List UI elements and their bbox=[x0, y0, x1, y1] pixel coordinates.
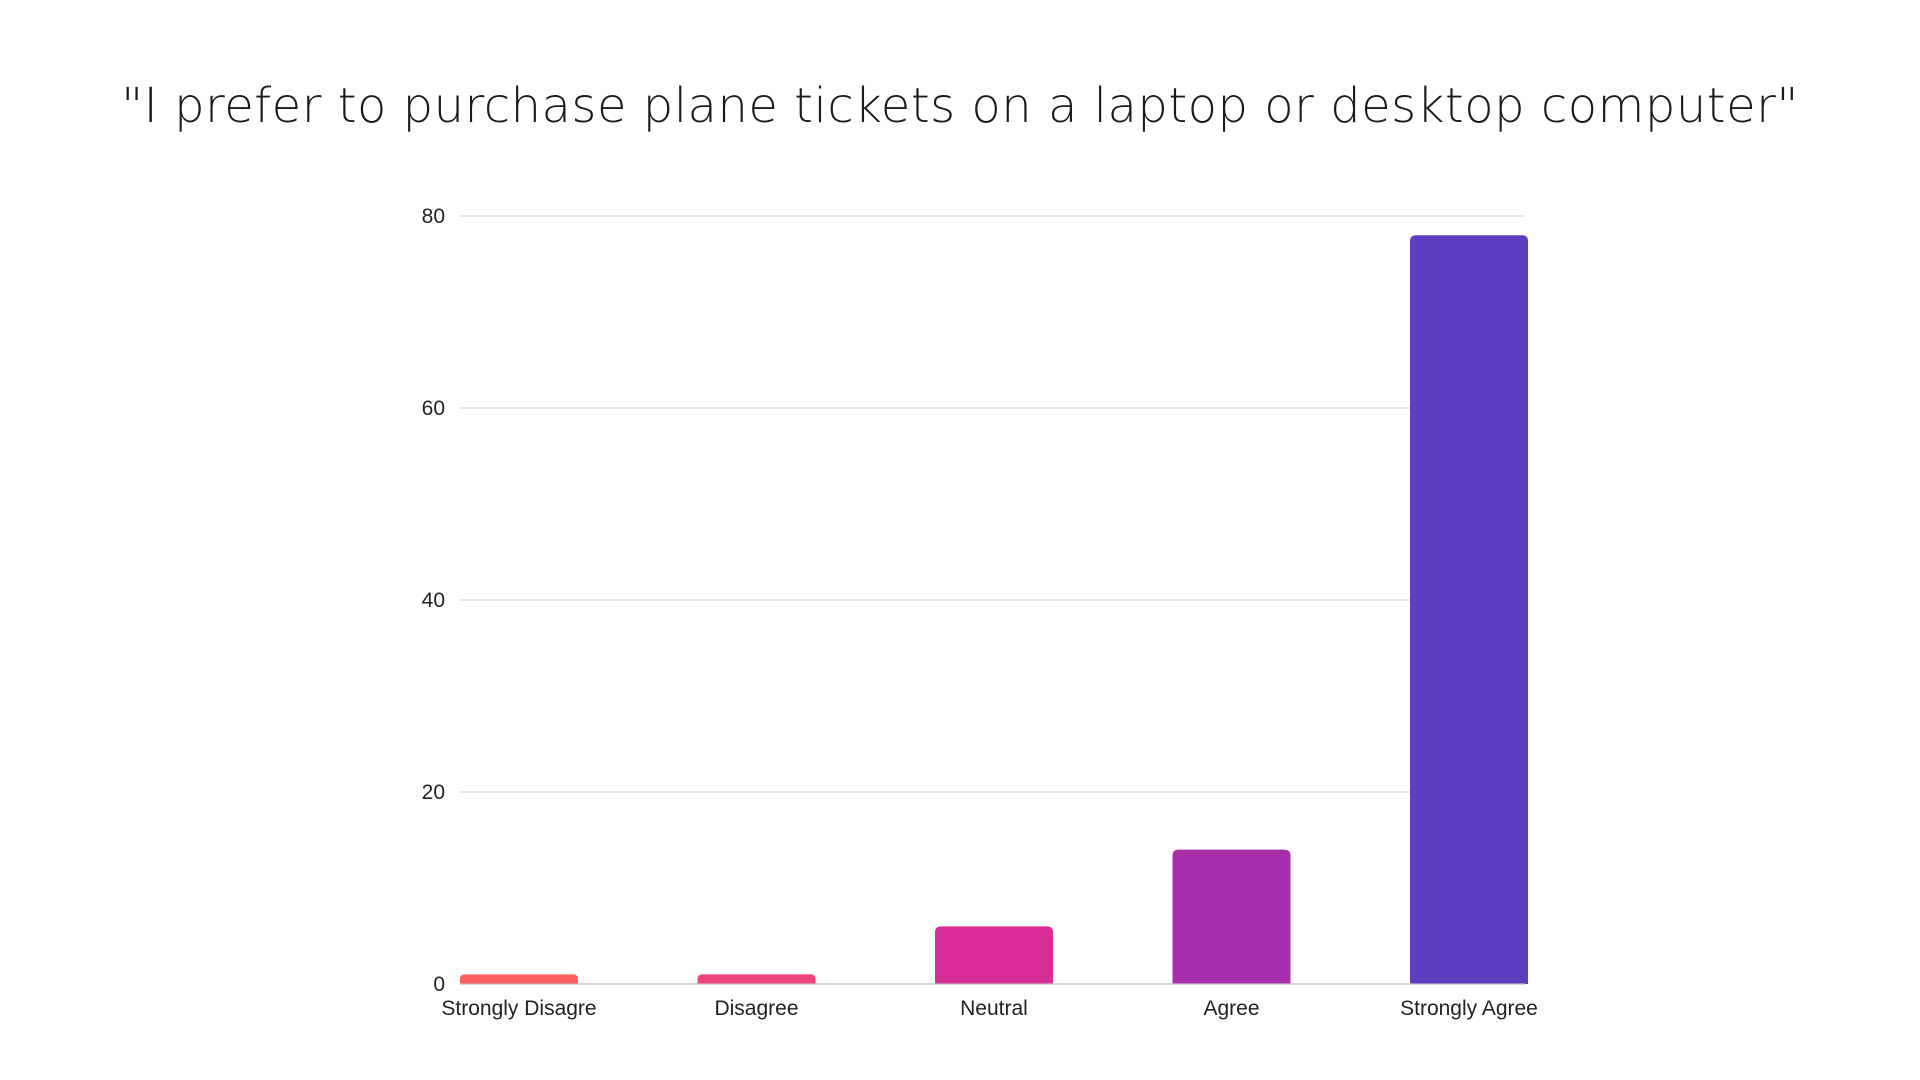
bar-agree bbox=[1172, 849, 1291, 984]
x-tick-label: Disagree bbox=[714, 997, 798, 1020]
y-tick-label: 60 bbox=[422, 397, 445, 420]
x-tick-label: Agree bbox=[1203, 997, 1259, 1020]
x-tick-label: Strongly Agree bbox=[1400, 997, 1538, 1020]
bar-neutral bbox=[935, 926, 1053, 984]
x-tick-label: Neutral bbox=[960, 997, 1028, 1020]
y-tick-label: 40 bbox=[422, 589, 445, 612]
bars bbox=[460, 235, 1528, 984]
gridlines bbox=[460, 215, 1525, 793]
y-tick-label: 80 bbox=[422, 205, 445, 228]
y-tick-label: 20 bbox=[422, 781, 445, 804]
chart-title: "I prefer to purchase plane tickets on a… bbox=[121, 78, 1799, 134]
y-tick-label: 0 bbox=[433, 973, 445, 996]
axes: 0 20 40 60 80 Strongly Disagre Disagree Neutral… bbox=[422, 205, 1538, 1020]
bar-strongly-agree bbox=[1410, 235, 1528, 984]
bar-strongly-disagre bbox=[460, 974, 578, 984]
x-tick-label: Strongly Disagre bbox=[441, 997, 596, 1020]
bar-disagree bbox=[697, 974, 816, 984]
